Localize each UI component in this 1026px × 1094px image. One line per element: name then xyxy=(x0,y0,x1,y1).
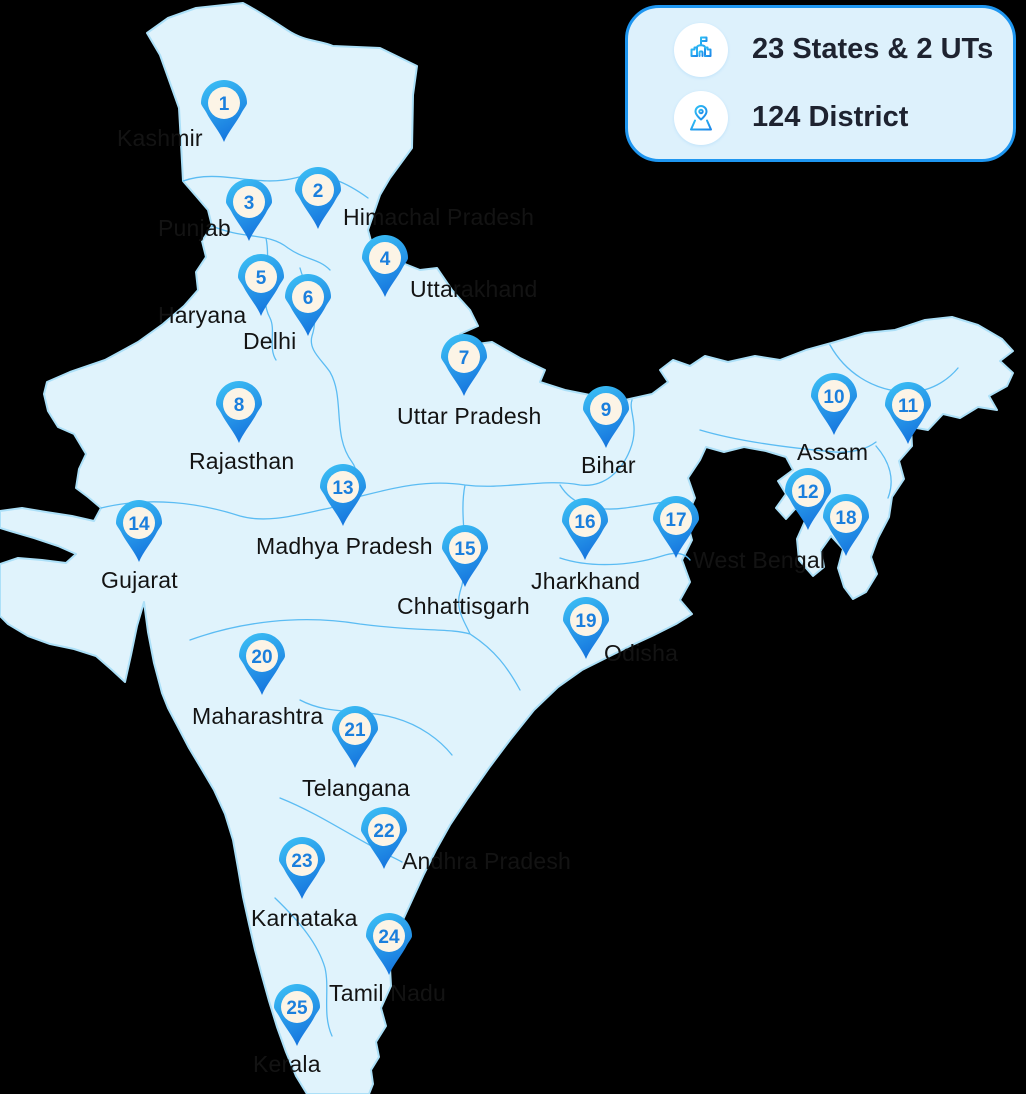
svg-text:15: 15 xyxy=(454,539,476,560)
svg-text:22: 22 xyxy=(373,821,394,842)
state-label-delhi: Delhi xyxy=(243,328,297,354)
map-pin-5[interactable]: 5 xyxy=(236,254,286,318)
map-pin-7[interactable]: 7 xyxy=(439,334,489,398)
state-label-odisha: Odisha xyxy=(604,640,679,666)
svg-text:9: 9 xyxy=(601,400,612,421)
state-label-haryana: Haryana xyxy=(158,302,247,328)
map-pin-11[interactable]: 11 xyxy=(883,382,933,446)
government-building-icon xyxy=(674,22,728,77)
state-label-rajasthan: Rajasthan xyxy=(189,448,295,474)
map-pin-10[interactable]: 10 xyxy=(809,373,859,437)
svg-text:6: 6 xyxy=(303,288,314,309)
state-label-andhra-pradesh: Andhra Pradesh xyxy=(402,848,572,874)
map-pin-16[interactable]: 16 xyxy=(560,498,610,562)
map-pin-2[interactable]: 2 xyxy=(293,167,343,231)
map-pin-24[interactable]: 24 xyxy=(364,913,414,977)
stats-row-districts: 124 District xyxy=(628,90,1013,145)
state-label-karnataka: Karnataka xyxy=(251,905,358,931)
district-count-label: 124 District xyxy=(752,101,909,133)
state-label-himachal-pradesh: Himachal Pradesh xyxy=(343,204,535,230)
map-pin-13[interactable]: 13 xyxy=(318,464,368,528)
map-pin-17[interactable]: 17 xyxy=(651,496,701,560)
state-label-kerala: Kerala xyxy=(253,1051,321,1077)
map-pin-8[interactable]: 8 xyxy=(214,381,264,445)
map-pin-19[interactable]: 19 xyxy=(561,597,611,661)
svg-text:8: 8 xyxy=(234,395,245,416)
svg-text:1: 1 xyxy=(219,94,230,115)
map-pin-25[interactable]: 25 xyxy=(272,984,322,1048)
map-pin-12[interactable]: 12 xyxy=(783,468,833,532)
svg-text:18: 18 xyxy=(835,508,856,529)
states-count-label: 23 States & 2 UTs xyxy=(752,33,994,65)
state-label-gujarat: Gujarat xyxy=(101,567,178,593)
stats-card: 23 States & 2 UTs 124 District xyxy=(625,5,1016,162)
svg-text:5: 5 xyxy=(256,268,267,289)
state-label-west-bengal: West Bengal xyxy=(693,547,826,573)
svg-text:14: 14 xyxy=(128,514,150,535)
svg-text:10: 10 xyxy=(823,387,844,408)
map-pin-20[interactable]: 20 xyxy=(237,633,287,697)
map-pin-15[interactable]: 15 xyxy=(440,525,490,589)
svg-text:3: 3 xyxy=(244,193,255,214)
svg-text:23: 23 xyxy=(291,851,312,872)
svg-text:7: 7 xyxy=(459,348,470,369)
map-pin-18[interactable]: 18 xyxy=(821,494,871,558)
map-pin-23[interactable]: 23 xyxy=(277,837,327,901)
state-label-bihar: Bihar xyxy=(581,452,636,478)
state-label-assam: Assam xyxy=(797,439,869,465)
svg-text:12: 12 xyxy=(797,482,818,503)
svg-text:13: 13 xyxy=(332,478,353,499)
map-pin-14[interactable]: 14 xyxy=(114,500,164,564)
svg-text:25: 25 xyxy=(286,998,308,1019)
svg-text:2: 2 xyxy=(313,181,324,202)
state-label-maharashtra: Maharashtra xyxy=(192,703,324,729)
map-pin-9[interactable]: 9 xyxy=(581,386,631,450)
state-label-punjab: Punjab xyxy=(158,215,231,241)
state-label-uttar-pradesh: Uttar Pradesh xyxy=(397,403,542,429)
svg-text:24: 24 xyxy=(378,927,400,948)
map-pin-6[interactable]: 6 xyxy=(283,274,333,338)
svg-text:16: 16 xyxy=(574,512,595,533)
svg-text:20: 20 xyxy=(251,647,272,668)
state-label-chhattisgarh: Chhattisgarh xyxy=(397,593,530,619)
svg-text:21: 21 xyxy=(344,720,366,741)
map-pin-1[interactable]: 1 xyxy=(199,80,249,144)
stats-row-states: 23 States & 2 UTs xyxy=(628,22,1013,77)
svg-text:4: 4 xyxy=(380,249,391,270)
state-label-kashmir: Kashmir xyxy=(117,125,203,151)
state-label-madhya-pradesh: Madhya Pradesh xyxy=(256,533,433,559)
state-label-tamil-nadu: Tamil Nadu xyxy=(329,980,447,1006)
map-pin-21[interactable]: 21 xyxy=(330,706,380,770)
state-label-uttarakhand: Uttarakhand xyxy=(410,276,538,302)
map-pin-4[interactable]: 4 xyxy=(360,235,410,299)
map-pin-22[interactable]: 22 xyxy=(359,807,409,871)
svg-text:17: 17 xyxy=(665,510,686,531)
map-pin-3[interactable]: 3 xyxy=(224,179,274,243)
state-label-telangana: Telangana xyxy=(302,775,410,801)
map-pin-icon xyxy=(674,90,728,145)
svg-text:19: 19 xyxy=(575,611,596,632)
svg-text:11: 11 xyxy=(898,396,919,417)
state-label-jharkhand: Jharkhand xyxy=(531,568,641,594)
